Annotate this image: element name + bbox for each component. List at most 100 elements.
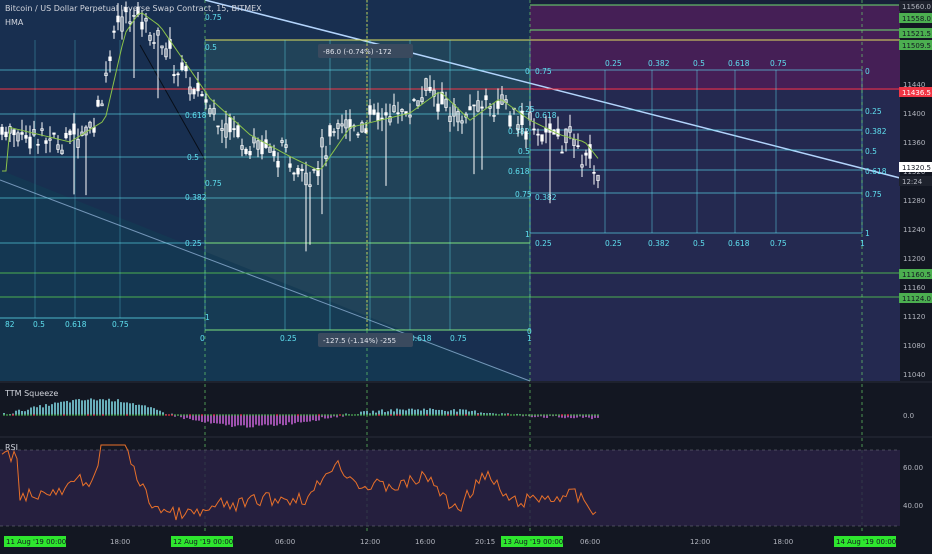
candle-body bbox=[212, 107, 216, 115]
measure-box-bottom bbox=[318, 333, 413, 347]
squeeze-dot bbox=[153, 414, 155, 416]
squeeze-dot bbox=[456, 414, 458, 416]
candle-body bbox=[384, 112, 388, 116]
fib-label: 0.25 bbox=[865, 107, 882, 116]
squeeze-dot bbox=[231, 414, 233, 416]
candle-body bbox=[232, 128, 236, 131]
fib-label: 0.75 bbox=[205, 179, 222, 188]
candle-body bbox=[52, 132, 56, 135]
candle-body bbox=[204, 99, 208, 103]
hma-indicator-label[interactable]: HMA bbox=[5, 18, 24, 27]
squeeze-dot bbox=[339, 414, 341, 416]
price-label-bg bbox=[899, 40, 932, 50]
fib-label: 0 bbox=[527, 327, 532, 336]
time-tick: 20:15 bbox=[475, 538, 495, 546]
squeeze-dot bbox=[357, 414, 359, 416]
squeeze-dot bbox=[147, 414, 149, 416]
squeeze-dot bbox=[579, 414, 581, 416]
squeeze-dot bbox=[384, 414, 386, 416]
squeeze-dot bbox=[21, 414, 23, 416]
squeeze-dot bbox=[576, 414, 578, 416]
squeeze-dot bbox=[117, 414, 119, 416]
time-tick: 18:00 bbox=[110, 538, 130, 546]
fib-label: 0.25 bbox=[535, 239, 552, 248]
candle-body bbox=[196, 82, 200, 92]
candle-body bbox=[448, 115, 452, 122]
candle-body bbox=[140, 21, 144, 30]
squeeze-dot bbox=[507, 414, 509, 416]
squeeze-dot bbox=[174, 414, 176, 416]
price-label-bg bbox=[899, 87, 932, 97]
squeeze-dot bbox=[138, 414, 140, 416]
squeeze-dot bbox=[81, 414, 83, 416]
candle-body bbox=[72, 123, 76, 135]
squeeze-dot bbox=[534, 414, 536, 416]
candle-body bbox=[592, 171, 596, 174]
candle-body bbox=[580, 164, 584, 168]
squeeze-dot bbox=[249, 414, 251, 416]
candle-body bbox=[200, 93, 204, 97]
squeeze-dot bbox=[435, 414, 437, 416]
ttm-squeeze-label[interactable]: TTM Squeeze bbox=[5, 389, 59, 398]
candle-body bbox=[428, 86, 432, 92]
dark-trend-line bbox=[139, 44, 206, 161]
candle-body bbox=[16, 132, 20, 142]
candle-body bbox=[260, 141, 264, 155]
squeeze-dot bbox=[3, 414, 5, 416]
squeeze-dot bbox=[165, 414, 167, 416]
price-label: 11560.0 bbox=[902, 3, 931, 11]
candle-body bbox=[432, 89, 436, 97]
squeeze-dot bbox=[528, 414, 530, 416]
squeeze-dot bbox=[333, 414, 335, 416]
squeeze-dot bbox=[69, 414, 71, 416]
squeeze-dot bbox=[552, 414, 554, 416]
candle-body bbox=[24, 135, 28, 139]
fib-label: 0.75 bbox=[535, 67, 552, 76]
candle-body bbox=[280, 140, 284, 143]
squeeze-dot bbox=[279, 414, 281, 416]
squeeze-dot bbox=[306, 414, 308, 416]
rsi-tick: 60.00 bbox=[903, 464, 923, 472]
candle-body bbox=[300, 168, 304, 172]
squeeze-dot bbox=[417, 414, 419, 416]
squeeze-dot bbox=[303, 414, 305, 416]
squeeze-dot bbox=[342, 414, 344, 416]
squeeze-dot bbox=[39, 414, 41, 416]
candle-body bbox=[456, 111, 460, 123]
candle-body bbox=[4, 131, 8, 138]
squeeze-dot bbox=[471, 414, 473, 416]
candle-body bbox=[116, 15, 120, 23]
squeeze-dot bbox=[111, 414, 113, 416]
squeeze-dot bbox=[24, 414, 26, 416]
candle-body bbox=[160, 45, 164, 49]
candle-body bbox=[176, 73, 180, 76]
squeeze-dot bbox=[186, 414, 188, 416]
candle-body bbox=[20, 132, 24, 135]
squeeze-dot bbox=[120, 414, 122, 416]
candle-body bbox=[320, 137, 324, 148]
squeeze-dot bbox=[594, 414, 596, 416]
squeeze-dot bbox=[144, 414, 146, 416]
price-label: 11521.5 bbox=[902, 30, 931, 38]
candle-body bbox=[76, 138, 80, 148]
fib-label: 0.382 bbox=[648, 239, 670, 248]
candle-body bbox=[460, 120, 464, 124]
fib-label: 0 bbox=[200, 334, 205, 343]
rsi-label[interactable]: RSI bbox=[5, 443, 18, 452]
squeeze-dot bbox=[414, 414, 416, 416]
rsi-line bbox=[1, 444, 597, 521]
candle-body bbox=[112, 30, 116, 33]
candle-body bbox=[108, 56, 112, 62]
price-tick: 11240 bbox=[903, 226, 925, 234]
candle-body bbox=[296, 168, 300, 175]
squeeze-dot bbox=[462, 414, 464, 416]
candle-body bbox=[288, 163, 292, 168]
candle-body bbox=[48, 138, 52, 141]
squeeze-dot bbox=[12, 414, 14, 416]
fib-label: 0.382 bbox=[535, 193, 557, 202]
squeeze-dot bbox=[33, 414, 35, 416]
fib-label: 0.618 bbox=[65, 320, 87, 329]
fib-label: 0.75 bbox=[865, 190, 882, 199]
